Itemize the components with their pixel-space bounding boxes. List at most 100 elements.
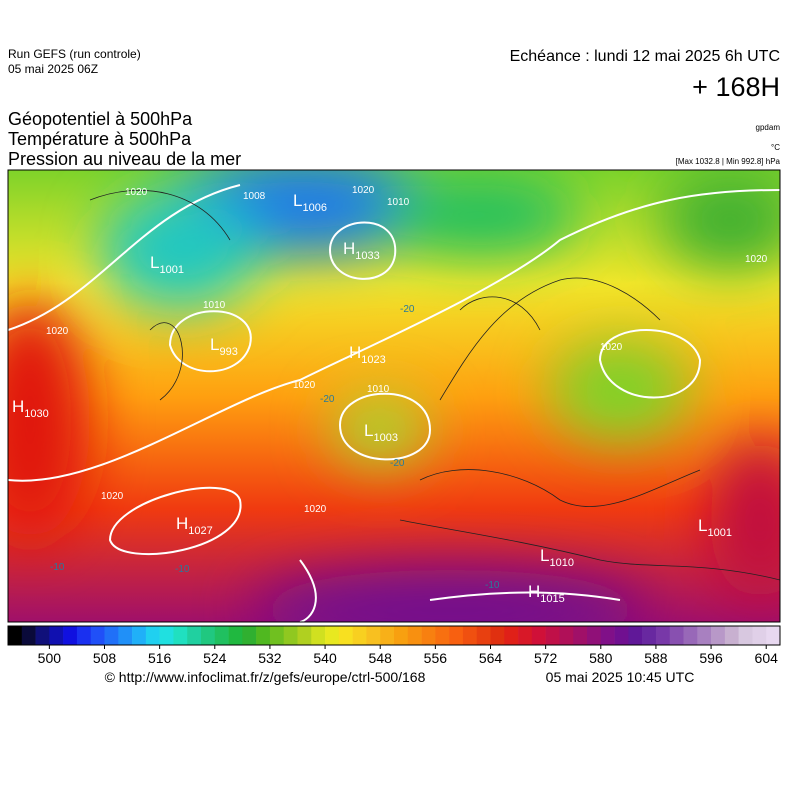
center-value: 1033 — [355, 250, 379, 262]
colorbar-tick-label: 524 — [203, 650, 227, 666]
colorbar-swatch — [766, 626, 781, 645]
isotherm-label: -10 — [175, 564, 190, 575]
colorbar-swatch — [297, 626, 312, 645]
colorbar-swatch — [118, 626, 133, 645]
pressure-center: L1003 — [364, 421, 398, 444]
colorbar-swatch — [669, 626, 684, 645]
colorbar-swatch — [531, 626, 546, 645]
colorbar-swatch — [49, 626, 64, 645]
colorbar-tick-label: 508 — [93, 650, 117, 666]
pressure-center: L1001 — [150, 253, 184, 276]
isobar-label: 1020 — [745, 254, 768, 265]
center-kind: L — [540, 546, 549, 565]
isobar-labels: 1020 1008 1020 1010 1020 1010 1020 1010 1020 1020… — [46, 185, 768, 591]
pressure-center: L993 — [210, 335, 238, 358]
center-kind: L — [150, 253, 159, 272]
colorbar-swatch — [724, 626, 739, 645]
colorbar-tick-label: 532 — [258, 650, 282, 666]
isobar-label: 1020 — [304, 504, 327, 515]
center-value: 1003 — [373, 432, 397, 444]
colorbar-swatch — [462, 626, 478, 645]
colorbar-swatch — [614, 626, 629, 645]
colorbar-tick-label: 500 — [38, 650, 62, 666]
colorbar-swatch — [8, 626, 23, 645]
pressure-center: H1033 — [343, 239, 380, 262]
center-value: 1010 — [549, 557, 573, 569]
map — [8, 170, 780, 622]
colorbar-tick-label: 604 — [755, 650, 779, 666]
center-value: 1001 — [159, 264, 183, 276]
center-kind: H — [349, 343, 361, 362]
colorbar-swatch — [518, 626, 533, 645]
pressure-center: H1023 — [349, 343, 386, 366]
run-date: 05 mai 2025 06Z — [8, 62, 98, 76]
center-kind: L — [364, 421, 373, 440]
colorbar: 500 508 516 524 532 540 548 556 564 572 580 588 596 6… — [7, 625, 781, 666]
center-value: 1015 — [540, 593, 564, 605]
valid-time: Echéance : lundi 12 mai 2025 6h UTC — [510, 48, 780, 65]
colorbar-swatch — [325, 626, 340, 645]
center-kind: H — [528, 582, 540, 601]
colorbar-swatch — [366, 626, 381, 645]
colorbar-swatch — [104, 626, 119, 645]
colorbar-tick-label: 572 — [534, 650, 558, 666]
colorbar-swatch — [697, 626, 712, 645]
isobar-label: 1020 — [293, 380, 316, 391]
colorbar-swatch — [159, 626, 174, 645]
colorbar-swatch — [407, 626, 422, 645]
colorbar-tick-label: 588 — [644, 650, 668, 666]
colorbar-tick-label: 548 — [369, 650, 393, 666]
center-kind: L — [210, 335, 219, 354]
pressure-center: H1027 — [176, 514, 213, 537]
isotherm-label: -20 — [390, 458, 405, 469]
colorbar-swatch — [752, 626, 767, 645]
isobar-label: 1010 — [367, 384, 390, 395]
run: Run GEFS (run controle) — [8, 47, 141, 61]
isotherm-label: -20 — [400, 304, 415, 315]
isotherm-label: -20 — [320, 394, 335, 405]
center-value: 993 — [219, 346, 237, 358]
isobar-label: 1020 — [46, 326, 69, 337]
colorbar-swatch — [545, 626, 560, 645]
colorbar-swatch — [600, 626, 615, 645]
center-value: 1023 — [361, 354, 385, 366]
isotherm-label: -10 — [50, 562, 65, 573]
colorbar-swatch — [132, 626, 147, 645]
colorbar-swatch — [228, 626, 243, 645]
colorbar-swatch — [256, 626, 271, 645]
colorbar-swatch — [628, 626, 643, 645]
colorbar-tick-label: 596 — [699, 650, 723, 666]
legend-line: Géopotentiel à 500hPa — [8, 109, 193, 129]
colorbar-swatch — [476, 626, 491, 645]
pressure-center: H1030 — [12, 397, 49, 420]
colorbar-tick-label: 516 — [148, 650, 172, 666]
colorbar-swatch — [573, 626, 588, 645]
colorbar-swatch — [145, 626, 160, 645]
colorbar-swatch — [214, 626, 229, 645]
center-kind: H — [12, 397, 24, 416]
pressure-center: L1010 — [540, 546, 574, 569]
colorbar-swatch — [394, 626, 409, 645]
legend-line: Pression au niveau de la mer — [8, 149, 241, 169]
colorbar-swatch — [173, 626, 188, 645]
colorbar-swatch — [269, 626, 285, 645]
isobar-label: 1010 — [203, 300, 226, 311]
colorbar-swatch — [311, 626, 326, 645]
colorbar-swatch — [711, 626, 726, 645]
colorbar-swatch — [421, 626, 436, 645]
colorbar-swatch — [435, 626, 450, 645]
isobar-label: 1020 — [125, 187, 148, 198]
isotherm-label: -10 — [485, 580, 500, 591]
colorbar-swatch — [655, 626, 671, 645]
colorbar-swatch — [380, 626, 395, 645]
colorbar-swatch — [449, 626, 464, 645]
colorbar-tick-label: 580 — [589, 650, 613, 666]
colorbar-swatch — [642, 626, 657, 645]
colorbar-swatch — [283, 626, 298, 645]
legend-line: Température à 500hPa — [8, 129, 192, 149]
colorbar-swatch — [338, 626, 353, 645]
colorbar-swatch — [559, 626, 574, 645]
colorbar-swatch — [242, 626, 257, 645]
isobar-label: 1008 — [243, 191, 266, 202]
